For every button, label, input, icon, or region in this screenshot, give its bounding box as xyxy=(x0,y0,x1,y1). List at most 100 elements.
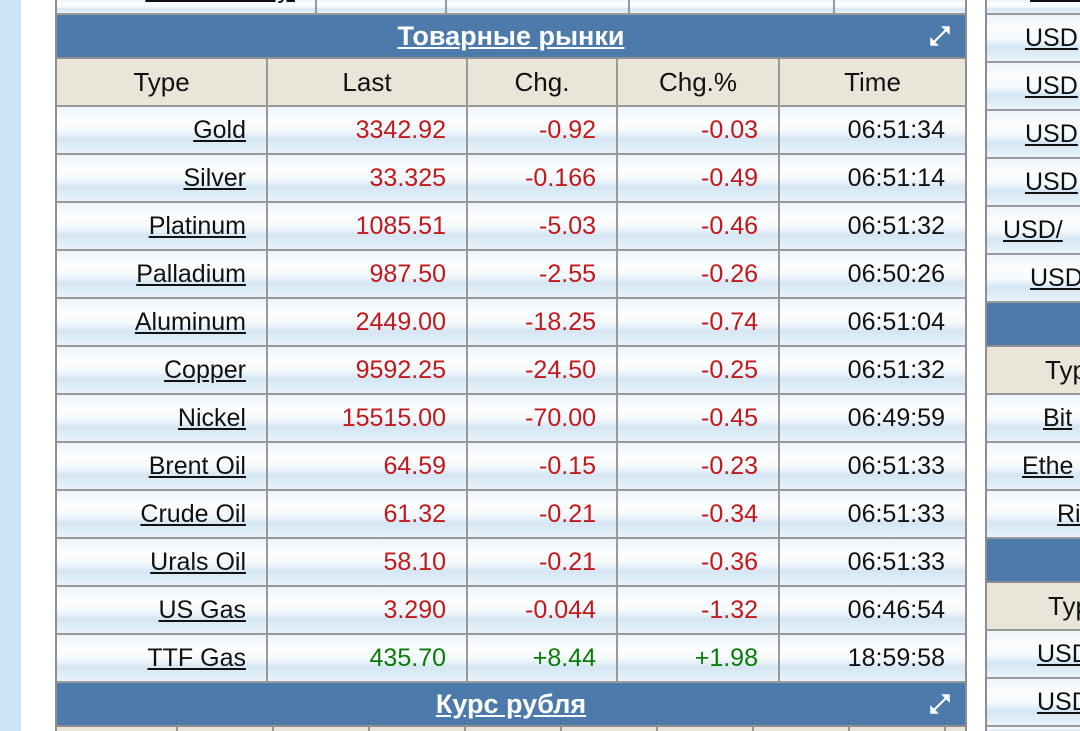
col-header-type: Type xyxy=(57,59,268,105)
last-value: 3342.92 xyxy=(268,107,468,153)
silver-link[interactable]: Silver xyxy=(183,163,246,192)
fx2-partial-bottom-row xyxy=(987,727,1080,731)
fx-row: USD/ xyxy=(987,207,1080,255)
last-value: 61.32 xyxy=(268,491,468,537)
commodities-header-row: Type Last Chg. Chg.% Time xyxy=(57,59,965,107)
expand-icon[interactable] xyxy=(927,691,953,717)
chg-pct-value: -1.32 xyxy=(618,587,780,633)
bitcoin-link[interactable]: Bit xyxy=(1043,404,1073,432)
chg-pct-value: -0.26 xyxy=(618,251,780,297)
time-value: 06:51:14 xyxy=(847,163,945,192)
table-row-nickel: Nickel 15515.00 -70.00 -0.45 06:49:59 xyxy=(57,395,965,443)
fx2-row: USD xyxy=(987,631,1080,679)
chg-pct-value: -0.03 xyxy=(618,107,780,153)
fx2-section-header xyxy=(987,539,1080,583)
fx2-col-header-type: Typ xyxy=(987,583,1080,631)
expand-icon[interactable] xyxy=(927,23,953,49)
fx-pair-link[interactable]: USD xyxy=(1030,264,1080,292)
chg-pct-value: -0.23 xyxy=(618,443,780,489)
fx2-row: USD xyxy=(987,679,1080,727)
table-row-palladium: Palladium 987.50 -2.55 -0.26 06:50:26 xyxy=(57,251,965,299)
last-value: 64.59 xyxy=(268,443,468,489)
ruble-title-link[interactable]: Курс рубля xyxy=(435,688,587,719)
fx-row: USD xyxy=(987,111,1080,159)
fx-pair-link[interactable]: USD xyxy=(1037,640,1080,668)
time-value: 06:51:33 xyxy=(847,451,945,480)
time-value: 06:51:34 xyxy=(847,115,945,144)
col-header-chg-pct: Chg.% xyxy=(618,59,780,105)
commodities-title-link[interactable]: Товарные рынки xyxy=(397,20,625,51)
time-value: 06:51:32 xyxy=(847,355,945,384)
chg-value: -5.03 xyxy=(468,203,618,249)
chg-pct-value: -0.34 xyxy=(618,491,780,537)
chg-pct-value: -0.45 xyxy=(618,395,780,441)
time-value: 06:50:26 xyxy=(847,259,945,288)
table-row-brent-oil: Brent Oil 64.59 -0.15 -0.23 06:51:33 xyxy=(57,443,965,491)
table-row-ttf-gas: TTF Gas 435.70 +8.44 +1.98 18:59:58 xyxy=(57,635,965,683)
brent-oil-link[interactable]: Brent Oil xyxy=(148,451,246,480)
ttf-gas-link[interactable]: TTF Gas xyxy=(147,643,246,672)
fx-pair-link[interactable]: USD xyxy=(1037,688,1080,716)
chg-value: -0.15 xyxy=(468,443,618,489)
table-row-crude-oil: Crude Oil 61.32 -0.21 -0.34 06:51:33 xyxy=(57,491,965,539)
fx-row: USD xyxy=(987,159,1080,207)
crypto-col-header-type: Typ xyxy=(987,347,1080,395)
crypto-row-ethereum: Ethe xyxy=(987,443,1080,491)
fx-row: USD xyxy=(987,63,1080,111)
ruble-section-header: Курс рубля xyxy=(57,683,965,727)
chg-value: -70.00 xyxy=(468,395,618,441)
chg-value: -0.92 xyxy=(468,107,618,153)
commodities-table: Australia 10y. 4.326 0.000 0.00 06:51:27… xyxy=(55,0,967,731)
time-value: 18:59:58 xyxy=(847,643,945,672)
urals-oil-link[interactable]: Urals Oil xyxy=(150,547,246,576)
bond-australia-10y-link[interactable]: Australia 10y. xyxy=(145,0,295,5)
gold-link[interactable]: Gold xyxy=(193,115,246,144)
chg-value: -0.166 xyxy=(468,155,618,201)
copper-link[interactable]: Copper xyxy=(164,355,246,384)
chg-pct-value: -0.74 xyxy=(618,299,780,345)
bond-time-value: 06:51:27 xyxy=(835,0,965,13)
time-value: 06:46:54 xyxy=(847,595,945,624)
fx-pair-link[interactable]: USD xyxy=(1030,0,1080,4)
ripple-link[interactable]: Ri xyxy=(1057,500,1080,528)
table-row-us-gas: US Gas 3.290 -0.044 -1.32 06:46:54 xyxy=(57,587,965,635)
last-value: 987.50 xyxy=(268,251,468,297)
crypto-section-header xyxy=(987,303,1080,347)
fx-pair-link[interactable]: USD xyxy=(1025,120,1078,148)
crude-oil-link[interactable]: Crude Oil xyxy=(140,499,246,528)
chg-pct-value: -0.49 xyxy=(618,155,780,201)
platinum-link[interactable]: Platinum xyxy=(148,211,246,240)
chg-value: -0.21 xyxy=(468,491,618,537)
fx-pair-link[interactable]: USD xyxy=(1025,168,1078,196)
last-value: 1085.51 xyxy=(268,203,468,249)
chg-value: +8.44 xyxy=(468,635,618,681)
us-gas-link[interactable]: US Gas xyxy=(158,595,246,624)
fx-row: USD xyxy=(987,15,1080,63)
bond-chg-pct-value: 0.00 xyxy=(630,0,835,13)
chg-pct-value: +1.98 xyxy=(618,635,780,681)
chg-pct-value: -0.36 xyxy=(618,539,780,585)
chg-value: -2.55 xyxy=(468,251,618,297)
chg-value: -0.21 xyxy=(468,539,618,585)
col-header-last: Last xyxy=(268,59,468,105)
table-row-urals-oil: Urals Oil 58.10 -0.21 -0.36 06:51:33 xyxy=(57,539,965,587)
time-value: 06:49:59 xyxy=(847,403,945,432)
fx-pair-link[interactable]: USD xyxy=(1025,72,1078,100)
time-value: 06:51:33 xyxy=(847,499,945,528)
chg-pct-value: -0.25 xyxy=(618,347,780,393)
crypto-row-ripple: Ri xyxy=(987,491,1080,539)
table-row-silver: Silver 33.325 -0.166 -0.49 06:51:14 xyxy=(57,155,965,203)
table-row-copper: Copper 9592.25 -24.50 -0.25 06:51:32 xyxy=(57,347,965,395)
fx-pair-link[interactable]: USD/ xyxy=(1003,216,1063,244)
ruble-table-partial-header xyxy=(57,727,965,731)
aluminum-link[interactable]: Aluminum xyxy=(134,307,246,336)
ethereum-link[interactable]: Ethe xyxy=(1022,452,1074,480)
table-row-gold: Gold 3342.92 -0.92 -0.03 06:51:34 xyxy=(57,107,965,155)
nickel-link[interactable]: Nickel xyxy=(177,403,246,432)
fx-pair-link[interactable]: USD xyxy=(1025,24,1078,52)
last-value: 33.325 xyxy=(268,155,468,201)
crypto-row-bitcoin: Bit xyxy=(987,395,1080,443)
palladium-link[interactable]: Palladium xyxy=(136,259,246,288)
table-row-aluminum: Aluminum 2449.00 -18.25 -0.74 06:51:04 xyxy=(57,299,965,347)
